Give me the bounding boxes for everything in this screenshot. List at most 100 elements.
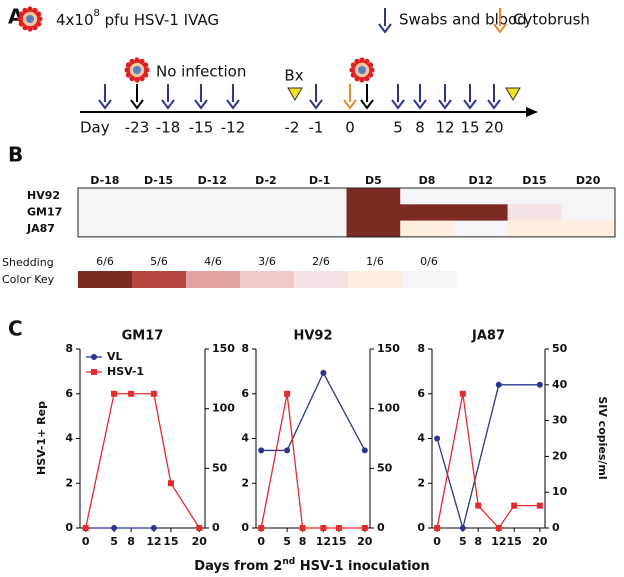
point xyxy=(511,502,518,509)
point xyxy=(495,525,502,531)
virus-spike xyxy=(37,16,43,22)
heatmap-cell xyxy=(131,204,186,222)
day-tick-label: -2 xyxy=(285,119,300,137)
key-swatch xyxy=(240,271,295,288)
y2-tick-label: 30 xyxy=(552,414,568,427)
key-label: 6/6 xyxy=(96,255,114,268)
point xyxy=(150,390,157,397)
point xyxy=(299,525,306,531)
series-line xyxy=(436,384,540,531)
arrow-head xyxy=(438,99,452,110)
y-tick-label: 2 xyxy=(241,476,249,489)
point xyxy=(150,525,157,531)
day-tick-label: 5 xyxy=(393,119,403,137)
heatmap-cell xyxy=(185,204,240,222)
key-swatch xyxy=(402,271,457,288)
virus-core xyxy=(133,66,141,74)
series-line xyxy=(260,393,365,529)
point xyxy=(536,502,543,509)
heatmap-cell xyxy=(239,220,294,238)
x-tick-label: 5 xyxy=(459,535,467,548)
heatmap-cell xyxy=(507,204,562,222)
heatmap-cell xyxy=(185,188,240,205)
point xyxy=(258,447,265,454)
heatmap-cell xyxy=(400,220,455,238)
column-label: D20 xyxy=(576,174,601,187)
y-tick-label: 8 xyxy=(417,342,425,355)
x-tick-label: 5 xyxy=(110,535,118,548)
chart-title: JA87 xyxy=(471,329,505,344)
virus-icon xyxy=(349,57,375,83)
biopsy-text: Bx xyxy=(284,67,303,85)
y2-tick-label: 150 xyxy=(377,342,400,355)
legend-label: HSV-1 xyxy=(107,365,144,378)
y-axis-label: HSV-1+ Rep xyxy=(35,401,48,475)
point xyxy=(111,525,118,531)
arrow-head xyxy=(360,99,374,110)
heatmap-cell xyxy=(292,220,347,238)
row-label: HV92 xyxy=(27,189,60,202)
x-label-prefix: Days from 2 xyxy=(194,559,282,574)
y2-tick-label: 0 xyxy=(212,521,220,534)
virus-core xyxy=(358,66,366,74)
x-axis-label: Days from 2nd HSV-1 inoculation xyxy=(194,557,429,574)
biopsy-marker xyxy=(287,87,303,101)
point xyxy=(459,390,466,397)
heatmap-cell xyxy=(453,188,509,205)
heatmap-cell xyxy=(561,220,616,238)
key-swatch xyxy=(186,271,241,288)
biopsy-marker xyxy=(505,87,521,101)
x-tick-label: 0 xyxy=(257,535,265,548)
point xyxy=(196,525,203,531)
arrow-head xyxy=(309,99,323,110)
arrow-head xyxy=(378,23,392,34)
dose-exponent: 8 xyxy=(94,8,100,19)
point xyxy=(128,390,135,397)
y-tick-label: 2 xyxy=(65,476,73,489)
key-title: Shedding xyxy=(2,256,54,269)
y2-tick-label: 10 xyxy=(552,485,568,498)
point xyxy=(167,480,174,487)
virus-spike xyxy=(27,6,33,12)
virus-spike xyxy=(124,67,130,73)
arrow-head xyxy=(130,99,144,110)
column-label: D-18 xyxy=(90,174,119,187)
heatmap-cell xyxy=(239,204,294,222)
virus-spike xyxy=(17,16,23,22)
virus-spike xyxy=(134,57,140,63)
virus-core xyxy=(26,15,34,23)
heatmap-cell xyxy=(78,220,133,238)
key-swatch xyxy=(132,271,187,288)
series-line xyxy=(261,371,366,452)
point xyxy=(335,525,342,531)
column-label: D-2 xyxy=(255,174,277,187)
x-tick-label: 20 xyxy=(192,535,208,548)
y-tick-label: 2 xyxy=(417,476,425,489)
arrow-head xyxy=(413,99,427,110)
heatmap-cell xyxy=(78,188,133,205)
column-label: D15 xyxy=(522,174,546,187)
x-tick-label: 20 xyxy=(357,535,373,548)
point xyxy=(320,525,327,531)
arrow-head xyxy=(194,99,208,110)
heatmap-cell xyxy=(78,204,133,222)
point xyxy=(320,369,327,376)
virus-icon xyxy=(17,6,43,32)
legend-marker xyxy=(91,369,97,375)
key-label: 4/6 xyxy=(204,255,222,268)
point xyxy=(258,525,265,531)
point xyxy=(475,502,482,509)
y2-axis-label: SIV copies/ml xyxy=(596,396,609,479)
y-tick-label: 4 xyxy=(65,432,73,445)
heatmap-cell xyxy=(292,188,347,205)
virus-spike xyxy=(27,26,33,32)
y2-tick-label: 50 xyxy=(212,461,228,474)
swabs-text: Swabs and blood xyxy=(399,11,527,29)
x-tick-label: 15 xyxy=(507,535,522,548)
y2-tick-label: 100 xyxy=(377,402,400,415)
chart-title: HV92 xyxy=(293,329,332,344)
row-label: JA87 xyxy=(26,222,55,235)
column-label: D12 xyxy=(469,174,493,187)
day-tick-label: 12 xyxy=(435,119,454,137)
